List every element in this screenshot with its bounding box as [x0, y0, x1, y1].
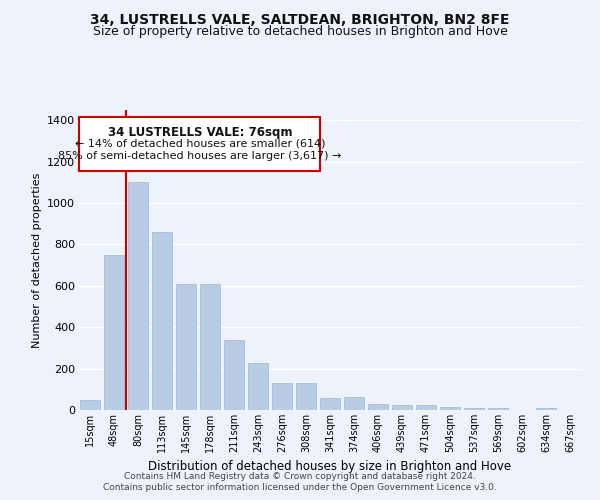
Bar [440, 407, 460, 410]
Bar [344, 396, 364, 410]
Text: Contains public sector information licensed under the Open Government Licence v3: Contains public sector information licen… [103, 484, 497, 492]
Bar [152, 232, 172, 410]
Text: 34 LUSTRELLS VALE: 76sqm: 34 LUSTRELLS VALE: 76sqm [107, 126, 292, 138]
Y-axis label: Number of detached properties: Number of detached properties [32, 172, 41, 348]
Bar [128, 182, 148, 410]
Text: 34, LUSTRELLS VALE, SALTDEAN, BRIGHTON, BN2 8FE: 34, LUSTRELLS VALE, SALTDEAN, BRIGHTON, … [90, 12, 510, 26]
Text: 85% of semi-detached houses are larger (3,617) →: 85% of semi-detached houses are larger (… [58, 152, 341, 162]
Bar [80, 400, 100, 410]
Bar [272, 383, 292, 410]
Bar [296, 383, 316, 410]
Bar [320, 398, 340, 410]
Bar [248, 364, 268, 410]
Bar [464, 408, 484, 410]
Bar [368, 404, 388, 410]
Bar [200, 284, 220, 410]
Text: ← 14% of detached houses are smaller (614): ← 14% of detached houses are smaller (61… [74, 139, 325, 149]
X-axis label: Distribution of detached houses by size in Brighton and Hove: Distribution of detached houses by size … [148, 460, 512, 473]
Bar [176, 284, 196, 410]
Text: Contains HM Land Registry data © Crown copyright and database right 2024.: Contains HM Land Registry data © Crown c… [124, 472, 476, 481]
Bar [536, 408, 556, 410]
Bar [392, 405, 412, 410]
Bar [224, 340, 244, 410]
Text: Size of property relative to detached houses in Brighton and Hove: Size of property relative to detached ho… [92, 25, 508, 38]
Bar [416, 405, 436, 410]
Bar [104, 255, 124, 410]
FancyBboxPatch shape [79, 117, 320, 171]
Bar [488, 408, 508, 410]
